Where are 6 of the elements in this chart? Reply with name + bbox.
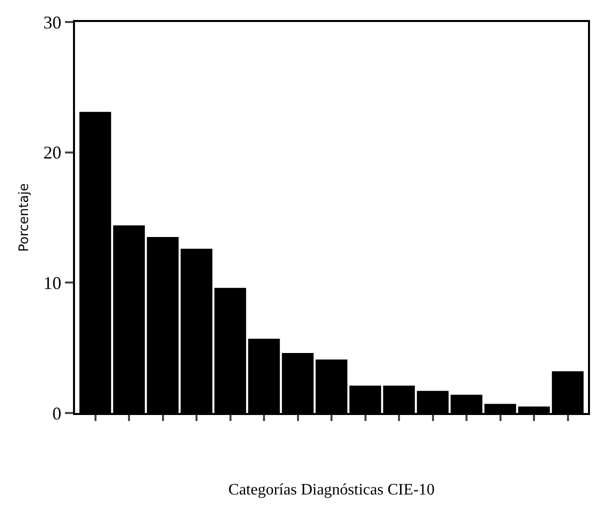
y-tick-label: 30 (43, 12, 62, 32)
y-tick-label: 10 (43, 272, 62, 293)
x-axis-title: Categorías Diagnósticas CIE-10 (228, 481, 435, 498)
y-axis-title: Porcentaje (16, 183, 32, 252)
y-tick-label: 20 (43, 142, 62, 163)
y-tick-label: 0 (52, 403, 62, 424)
